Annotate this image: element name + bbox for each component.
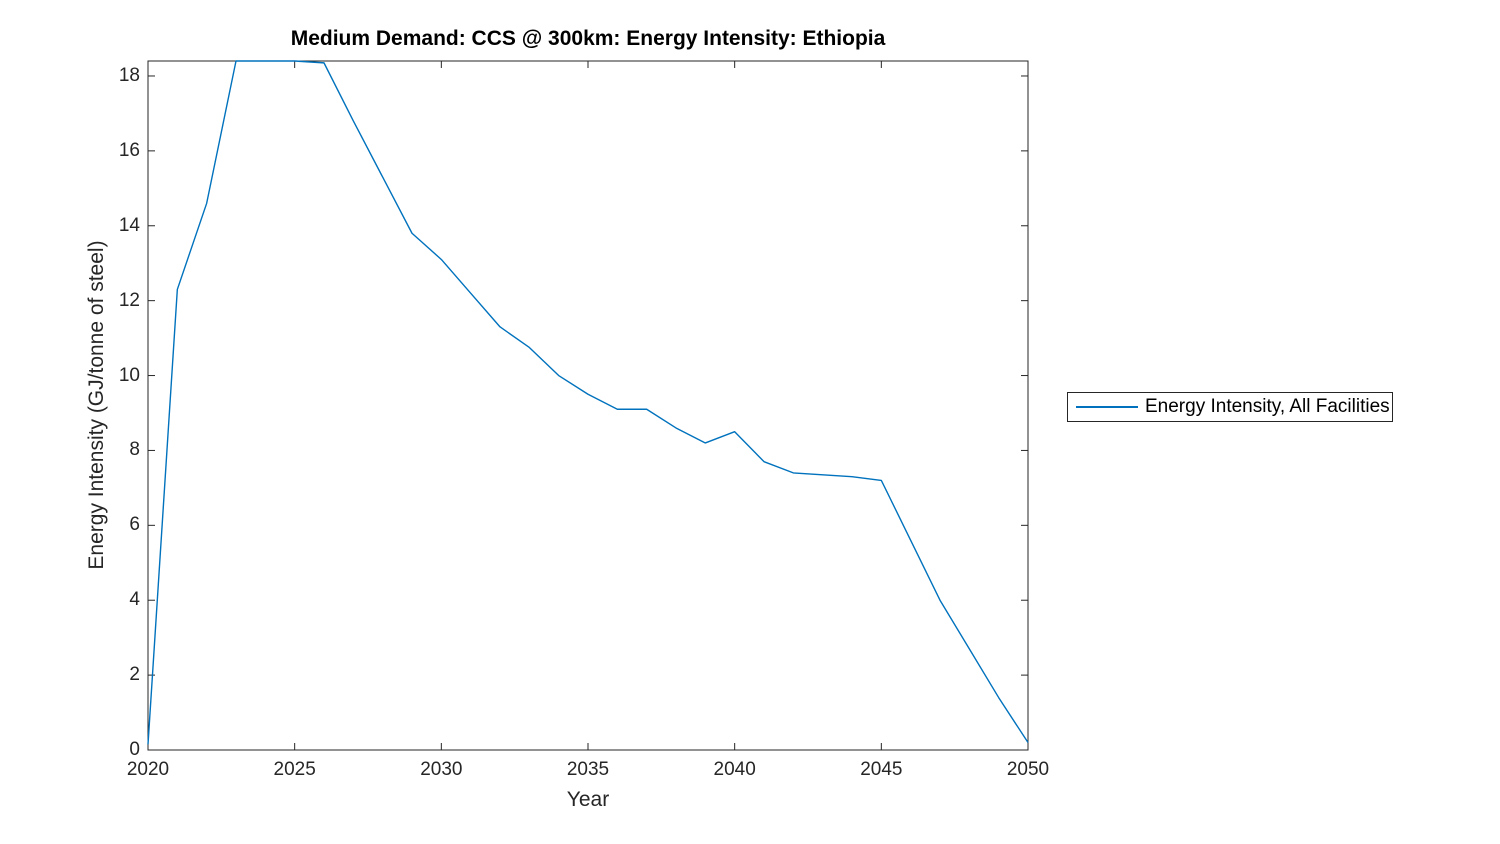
- y-tick-label: 18: [118, 64, 140, 86]
- y-tick-label: 14: [118, 214, 140, 236]
- x-tick-label: 2050: [1006, 759, 1050, 780]
- legend-line-sample-icon: [1076, 406, 1138, 408]
- y-tick-label: 4: [129, 589, 140, 611]
- energy-intensity-line: [147, 60, 1029, 745]
- y-tick-label: 6: [129, 514, 140, 536]
- x-axis-label: Year: [566, 788, 610, 811]
- legend: Energy Intensity, All Facilities: [1067, 392, 1393, 422]
- plot-box: [147, 60, 1029, 751]
- y-tick-label: 10: [118, 364, 140, 386]
- x-tick-label: 2030: [420, 759, 463, 780]
- x-tick-label: 2020: [126, 759, 170, 780]
- y-tick-label: 16: [118, 139, 140, 161]
- y-tick-label: 2: [129, 664, 140, 686]
- y-tick-label: 12: [118, 289, 140, 311]
- x-tick-label: 2045: [860, 759, 903, 780]
- y-tick-label: 0: [129, 739, 140, 760]
- x-tick-label: 2040: [713, 759, 756, 780]
- y-tick-label: 8: [129, 439, 140, 461]
- x-tick-label: 2035: [566, 759, 610, 780]
- x-tick-label: 2025: [273, 759, 316, 780]
- chart-title: Medium Demand: CCS @ 300km: Energy Inten…: [290, 27, 886, 50]
- legend-label: Energy Intensity, All Facilities: [1145, 396, 1390, 417]
- y-axis-label: Energy Intensity (GJ/tonne of steel): [85, 240, 108, 570]
